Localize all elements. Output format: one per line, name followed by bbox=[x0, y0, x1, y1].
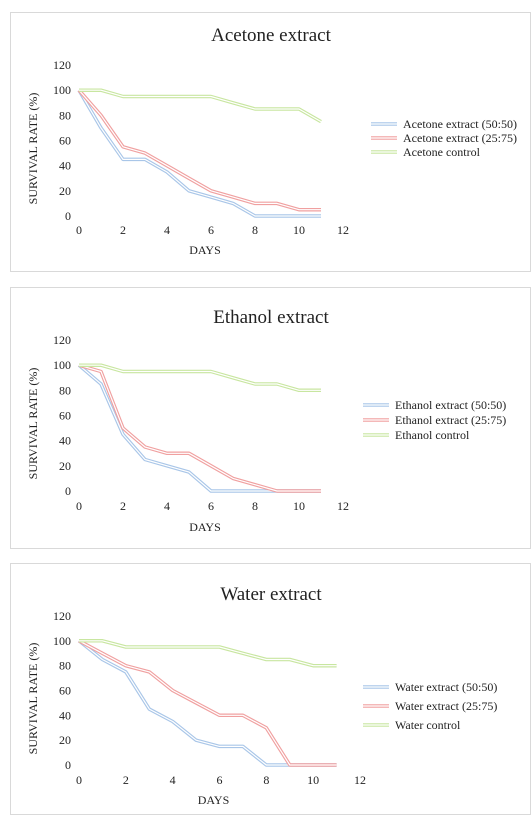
x-tick-label: 4 bbox=[164, 499, 170, 513]
series-line-outer bbox=[77, 363, 321, 493]
x-tick-label: 0 bbox=[76, 773, 82, 787]
y-tick-label: 60 bbox=[59, 684, 71, 698]
y-tick-label: 0 bbox=[65, 484, 71, 498]
water-series-2-line bbox=[79, 639, 337, 668]
ethanol-series-1-line bbox=[78, 363, 321, 493]
legend-label: Acetone extract (25:75) bbox=[403, 131, 517, 145]
x-tick-label: 8 bbox=[252, 223, 258, 237]
ethanol-legend-item-2: Ethanol control bbox=[363, 428, 470, 442]
y-tick-label: 100 bbox=[53, 83, 71, 97]
y-tick-label: 0 bbox=[65, 758, 71, 772]
series-line-inner bbox=[78, 89, 321, 211]
y-tick-label: 80 bbox=[59, 659, 71, 673]
series-line-inner bbox=[78, 640, 337, 766]
legend-label: Ethanol extract (25:75) bbox=[395, 413, 506, 427]
acetone-y-axis-label: SURVIVAL RATE (%) bbox=[26, 93, 40, 205]
y-tick-label: 80 bbox=[59, 108, 71, 122]
x-tick-label: 10 bbox=[307, 773, 319, 787]
water-legend-item-1: Water extract (25:75) bbox=[363, 699, 497, 713]
legend-label: Acetone control bbox=[403, 145, 481, 159]
legend-label: Ethanol extract (50:50) bbox=[395, 398, 506, 412]
y-tick-label: 80 bbox=[59, 383, 71, 397]
x-tick-label: 0 bbox=[76, 223, 82, 237]
y-tick-label: 40 bbox=[59, 434, 71, 448]
ethanol-x-axis-label: DAYS bbox=[189, 520, 221, 534]
series-line-outer bbox=[78, 639, 337, 767]
y-tick-label: 20 bbox=[59, 733, 71, 747]
legend-label: Acetone extract (50:50) bbox=[403, 117, 517, 131]
acetone-chart-panel: Acetone extract 0 20 40 60 80 100 120 0 2 4 6 8 10 12 D… bbox=[10, 12, 531, 272]
x-tick-label: 4 bbox=[170, 773, 176, 787]
acetone-chart-title: Acetone extract bbox=[211, 25, 331, 46]
x-tick-label: 12 bbox=[354, 773, 366, 787]
x-tick-label: 8 bbox=[252, 499, 258, 513]
y-tick-label: 0 bbox=[65, 209, 71, 223]
water-x-axis-label: DAYS bbox=[198, 793, 230, 807]
x-tick-label: 12 bbox=[337, 499, 349, 513]
y-tick-label: 100 bbox=[53, 634, 71, 648]
x-tick-label: 4 bbox=[164, 223, 170, 237]
ethanol-series-2-line bbox=[79, 363, 321, 393]
ethanol-chart: Ethanol extract 0 20 40 60 80 100 120 0 2 4 6 8 10 12 D… bbox=[26, 307, 506, 534]
y-tick-label: 60 bbox=[59, 409, 71, 423]
y-tick-label: 120 bbox=[53, 333, 71, 347]
acetone-series-1-line bbox=[77, 89, 321, 212]
series-line-inner bbox=[78, 364, 321, 492]
series-line-inner bbox=[79, 640, 337, 667]
ethanol-series-0-line bbox=[77, 363, 321, 493]
x-tick-label: 6 bbox=[208, 499, 214, 513]
y-tick-label: 120 bbox=[53, 609, 71, 623]
x-tick-label: 8 bbox=[263, 773, 269, 787]
x-tick-label: 2 bbox=[123, 773, 129, 787]
y-tick-label: 120 bbox=[53, 58, 71, 72]
ethanol-legend-item-1: Ethanol extract (25:75) bbox=[363, 413, 506, 427]
water-y-axis-label: SURVIVAL RATE (%) bbox=[26, 643, 40, 755]
ethanol-chart-panel: Ethanol extract 0 20 40 60 80 100 120 0 2 4 6 8 10 12 D… bbox=[10, 287, 531, 549]
acetone-series-2-line bbox=[79, 88, 322, 124]
x-tick-label: 0 bbox=[76, 499, 82, 513]
x-tick-label: 6 bbox=[208, 223, 214, 237]
y-tick-label: 20 bbox=[59, 459, 71, 473]
y-tick-label: 40 bbox=[59, 708, 71, 722]
y-tick-label: 100 bbox=[53, 358, 71, 372]
y-tick-label: 60 bbox=[59, 134, 71, 148]
ethanol-chart-title: Ethanol extract bbox=[213, 307, 329, 328]
acetone-series-0-line bbox=[77, 89, 321, 218]
series-line-inner bbox=[78, 89, 321, 217]
series-line-inner bbox=[78, 364, 321, 492]
acetone-legend-item-2: Acetone control bbox=[371, 145, 481, 159]
legend-label: Water extract (25:75) bbox=[395, 699, 497, 713]
ethanol-legend-item-0: Ethanol extract (50:50) bbox=[363, 398, 506, 412]
series-line-outer bbox=[78, 363, 321, 493]
x-tick-label: 10 bbox=[293, 499, 305, 513]
y-tick-label: 20 bbox=[59, 184, 71, 198]
water-chart: Water extract 0 20 40 60 80 100 120 0 2 4 6 8 10 12 DAY… bbox=[26, 584, 497, 807]
x-tick-label: 2 bbox=[120, 499, 126, 513]
y-tick-label: 40 bbox=[59, 159, 71, 173]
series-line-inner bbox=[79, 364, 321, 391]
x-tick-label: 6 bbox=[217, 773, 223, 787]
acetone-legend-item-0: Acetone extract (50:50) bbox=[371, 117, 517, 131]
series-line-inner bbox=[79, 89, 322, 123]
x-tick-label: 12 bbox=[337, 223, 349, 237]
legend-label: Water extract (50:50) bbox=[395, 680, 497, 694]
water-legend-item-2: Water control bbox=[363, 718, 461, 732]
water-legend-item-0: Water extract (50:50) bbox=[363, 680, 497, 694]
water-chart-panel: Water extract 0 20 40 60 80 100 120 0 2 4 6 8 10 12 DAY… bbox=[10, 563, 531, 815]
ethanol-y-axis-label: SURVIVAL RATE (%) bbox=[26, 368, 40, 480]
legend-label: Ethanol control bbox=[395, 428, 470, 442]
x-tick-label: 2 bbox=[120, 223, 126, 237]
legend-label: Water control bbox=[395, 718, 461, 732]
acetone-legend-item-1: Acetone extract (25:75) bbox=[371, 131, 517, 145]
x-tick-label: 10 bbox=[293, 223, 305, 237]
acetone-x-axis-label: DAYS bbox=[189, 243, 221, 257]
water-chart-title: Water extract bbox=[220, 584, 322, 605]
water-series-1-line bbox=[78, 639, 337, 767]
acetone-chart: Acetone extract 0 20 40 60 80 100 120 0 2 4 6 8 10 12 D… bbox=[26, 25, 517, 257]
